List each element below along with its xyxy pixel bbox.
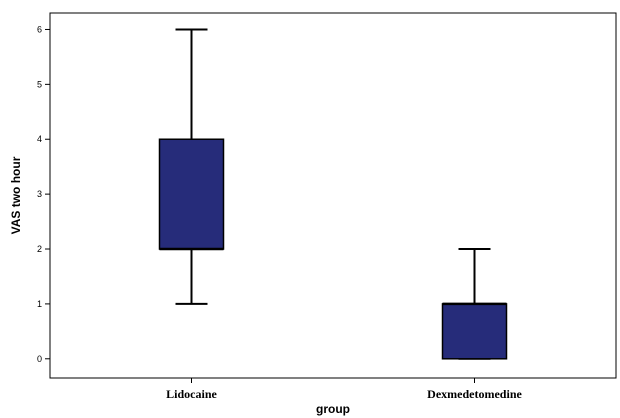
x-axis-title: group — [316, 402, 350, 416]
boxes — [158, 28, 508, 360]
y-tick-label: 3 — [37, 189, 42, 199]
box-lidocaine — [158, 28, 225, 305]
y-tick-label: 5 — [37, 79, 42, 89]
y-tick-label: 1 — [37, 299, 42, 309]
y-axis: 0 1 2 3 4 5 6 — [37, 24, 50, 364]
x-axis: Lidocaine Dexmedetomedine — [166, 378, 522, 401]
x-tick-label: Dexmedetomedine — [427, 387, 522, 401]
y-axis-title: VAS two hour — [9, 156, 23, 234]
y-tick-label: 4 — [37, 134, 42, 144]
y-tick-label: 6 — [37, 24, 42, 34]
plot-area — [49, 12, 617, 379]
iqr-box — [441, 303, 508, 360]
y-tick-label: 2 — [37, 244, 42, 254]
iqr-box — [158, 138, 225, 250]
y-tick-label: 0 — [37, 354, 42, 364]
x-tick-label: Lidocaine — [166, 387, 217, 401]
box-dexmedetomedine — [441, 248, 508, 360]
